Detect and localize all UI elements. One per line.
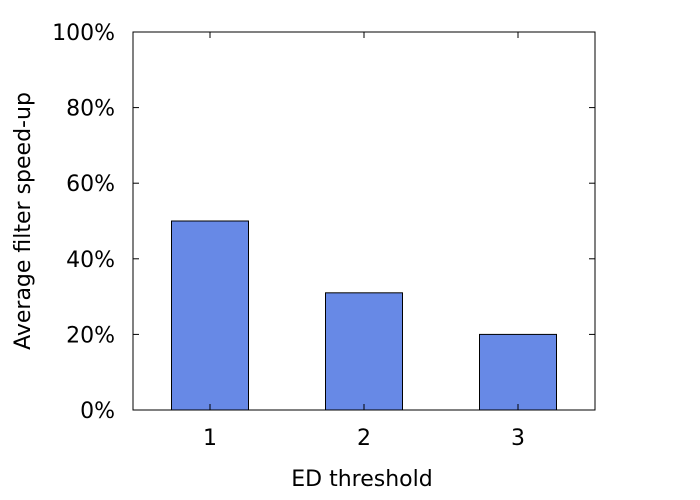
x-axis-label: ED threshold [291,467,432,492]
bar-3 [479,333,557,411]
y-axis-tick-labels: 0% 20% 40% 60% 80% 100% [52,21,115,424]
y-tick-label: 100% [52,21,115,46]
x-tick-label: 1 [203,426,217,451]
bar-1 [171,220,249,411]
x-axis-tick-labels: 1 2 3 [203,426,525,451]
y-tick-label: 0% [80,399,115,424]
y-tick-label: 80% [66,97,115,122]
x-tick-label: 2 [357,426,371,451]
axis-ticks [133,31,595,411]
bars [171,220,557,411]
y-axis-label: Average filter speed-up [11,92,36,350]
y-tick-label: 40% [66,248,115,273]
y-tick-label: 20% [66,323,115,348]
x-tick-label: 3 [511,426,525,451]
y-tick-label: 60% [66,172,115,197]
bar-2 [325,292,403,411]
